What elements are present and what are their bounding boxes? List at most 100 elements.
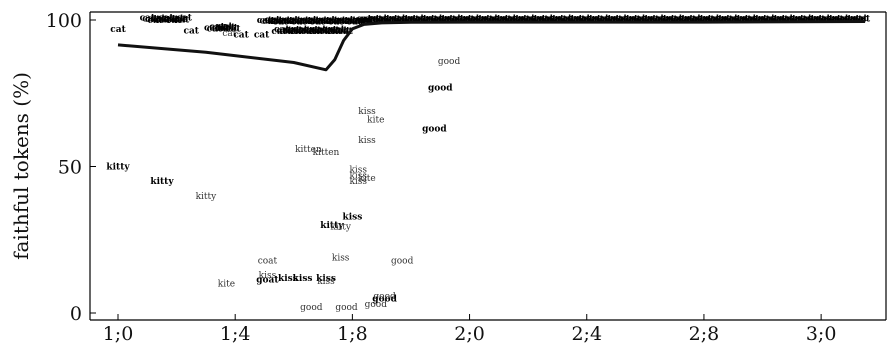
cluster-token: cat bbox=[689, 15, 705, 25]
cluster-token: cat bbox=[799, 15, 815, 25]
token-point: kiss bbox=[349, 177, 367, 187]
cluster-token: cat bbox=[209, 23, 225, 33]
cluster-token: cat bbox=[673, 15, 689, 25]
cluster-token: cat bbox=[681, 15, 697, 25]
x-tick-label: 2;8 bbox=[689, 323, 720, 345]
cluster-token: cat bbox=[166, 16, 182, 26]
cluster-token: cat bbox=[290, 27, 306, 37]
cluster-token: cat bbox=[699, 15, 715, 25]
cluster-token: cat bbox=[174, 15, 190, 25]
cluster-token: cat bbox=[441, 15, 457, 25]
cluster-token: cat bbox=[275, 16, 291, 26]
cluster-token: cat bbox=[329, 25, 345, 35]
cluster-token: cat bbox=[778, 14, 794, 24]
token-point: cat bbox=[110, 25, 126, 35]
cluster-token: cat bbox=[578, 15, 594, 25]
token-point: goat bbox=[256, 275, 279, 285]
cluster-token: cat bbox=[280, 17, 296, 27]
cluster-token: cat bbox=[401, 14, 417, 24]
cluster-token: cat bbox=[667, 14, 683, 24]
cluster-token: cat bbox=[488, 15, 504, 25]
cluster-token: cat bbox=[438, 14, 454, 24]
cluster-token: cat bbox=[744, 15, 760, 25]
cluster-token: cat bbox=[406, 16, 422, 26]
cluster-token: cat bbox=[142, 14, 158, 24]
cluster-token: cat bbox=[367, 15, 383, 25]
token-point: kitten bbox=[313, 148, 340, 158]
cluster-token: cat bbox=[349, 16, 365, 26]
token-point: kite bbox=[218, 280, 235, 290]
cluster-token: cat bbox=[321, 25, 337, 35]
cluster-token: cat bbox=[486, 15, 502, 25]
cluster-token: cat bbox=[279, 27, 295, 37]
cluster-token: cat bbox=[493, 14, 509, 24]
cluster-token: cat bbox=[525, 15, 541, 25]
cluster-token: cat bbox=[733, 14, 749, 24]
cluster-token: cat bbox=[364, 14, 380, 24]
cluster-token: cat bbox=[283, 15, 299, 25]
cluster-token: cat bbox=[623, 14, 639, 24]
cluster-token: cat bbox=[433, 15, 449, 25]
token-point: coat bbox=[258, 256, 278, 266]
cluster-token: cat bbox=[383, 14, 399, 24]
x-tick-label: 1;4 bbox=[220, 323, 251, 345]
cluster-token: cat bbox=[575, 14, 591, 24]
cluster-token: cat bbox=[599, 15, 615, 25]
token-point: good bbox=[373, 292, 396, 302]
cluster-token: cat bbox=[420, 14, 436, 24]
token-point: kite bbox=[367, 116, 384, 126]
cluster-token: cat bbox=[317, 17, 333, 27]
cluster-token: cat bbox=[789, 14, 805, 24]
x-tick-label: 3;0 bbox=[806, 323, 837, 345]
x-tick-label: 2;4 bbox=[571, 323, 602, 345]
token-point: good bbox=[428, 83, 453, 93]
cluster-token: cat bbox=[791, 15, 807, 25]
cluster-token: cat bbox=[274, 25, 290, 35]
x-tick-label: 1;0 bbox=[103, 323, 134, 345]
cluster-token: cat bbox=[311, 25, 327, 35]
cluster-token: cat bbox=[607, 15, 623, 25]
plot-axes bbox=[89, 11, 887, 321]
cluster-token: cat bbox=[631, 14, 647, 24]
cluster-token: cat bbox=[475, 14, 491, 24]
cluster-token: cat bbox=[312, 16, 328, 26]
cluster-token: cat bbox=[770, 14, 786, 24]
x-tick-label: 2;0 bbox=[454, 323, 485, 345]
token-point: cat bbox=[184, 26, 200, 36]
cluster-token: cat bbox=[396, 15, 412, 25]
cluster-token: cat bbox=[372, 14, 388, 24]
token-point: kiss bbox=[349, 171, 367, 181]
cluster-token: cat bbox=[308, 27, 324, 37]
cluster-token: cat bbox=[357, 15, 373, 25]
cluster-token: cat bbox=[715, 14, 731, 24]
token-point: kitty bbox=[196, 192, 218, 202]
token-point: good bbox=[365, 300, 388, 310]
cluster-token: cat bbox=[457, 14, 473, 24]
cluster-token: cat bbox=[225, 24, 241, 34]
cluster-token: cat bbox=[496, 15, 512, 25]
cluster-token: cat bbox=[855, 15, 871, 25]
cluster-token: cat bbox=[324, 26, 340, 36]
cluster-token: cat bbox=[807, 14, 823, 24]
cluster-token: cat bbox=[696, 14, 712, 24]
cluster-token: cat bbox=[464, 14, 480, 24]
cluster-token: cat bbox=[299, 17, 315, 27]
cluster-token: cat bbox=[844, 14, 860, 24]
cluster-token: cat bbox=[212, 23, 228, 33]
cluster-token: cat bbox=[359, 15, 375, 25]
cluster-token: cat bbox=[781, 15, 797, 25]
token-point: good bbox=[335, 303, 358, 313]
token-point: kitty bbox=[330, 223, 352, 233]
cluster-token: cat bbox=[691, 15, 707, 25]
cluster-token: cat bbox=[153, 15, 169, 25]
token-point: cat bbox=[233, 31, 249, 41]
cluster-token: cat bbox=[273, 18, 289, 28]
cluster-token: cat bbox=[298, 27, 314, 37]
cluster-token: cat bbox=[265, 15, 281, 25]
cluster-token: cat bbox=[336, 17, 352, 27]
cluster-token: cat bbox=[586, 14, 602, 24]
cluster-token: cat bbox=[541, 15, 557, 25]
token-point: kiss bbox=[332, 253, 350, 263]
cluster-token: cat bbox=[287, 26, 303, 36]
